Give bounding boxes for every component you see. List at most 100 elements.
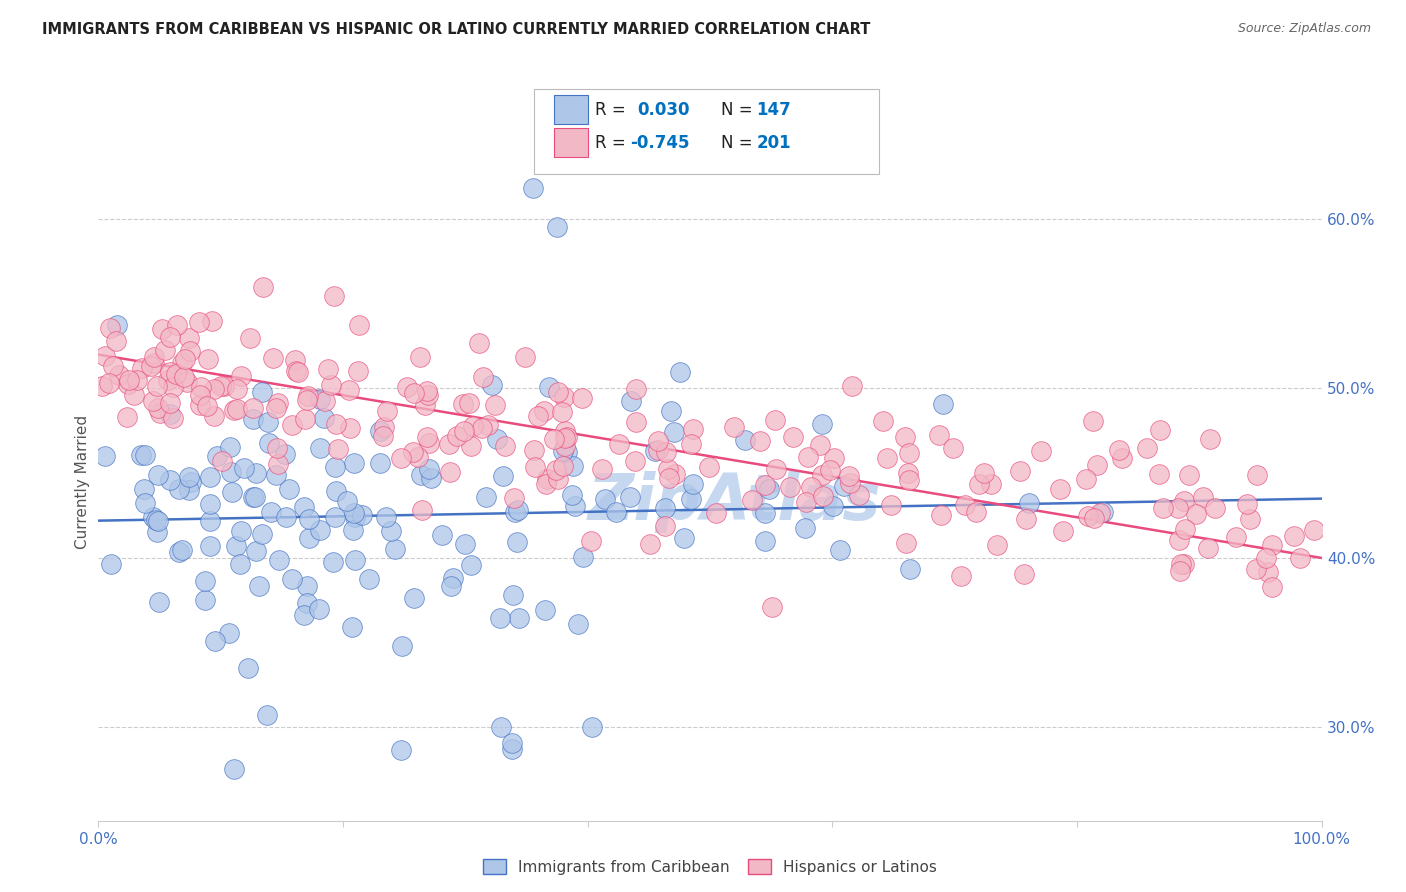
Point (813, 489, 835, 503)
Point (323, 460, 346, 475)
Point (669, 365, 692, 379)
Point (1204, 501, 1226, 516)
Point (848, 488, 870, 502)
Point (98, 376, 121, 390)
Point (146, 524, 169, 539)
Point (1018, 496, 1040, 510)
Point (446, 429, 468, 443)
Point (1085, 458, 1108, 473)
Point (308, 602, 330, 616)
Point (553, 390, 575, 404)
Point (159, 473, 181, 487)
Point (551, 444, 574, 458)
Point (380, 524, 402, 538)
Point (172, 543, 194, 558)
Point (202, 382, 225, 396)
Point (373, 428, 395, 442)
Point (973, 466, 995, 480)
Point (554, 440, 576, 454)
Point (94, 349, 117, 363)
Point (515, 350, 537, 364)
Point (534, 603, 557, 617)
Point (537, 380, 560, 394)
Point (98, 321, 121, 335)
Point (607, 437, 630, 451)
Point (219, 465, 242, 479)
Point (266, 441, 288, 455)
Point (546, 220, 568, 235)
Point (174, 351, 197, 366)
Point (536, 472, 558, 486)
Point (554, 424, 576, 438)
Point (325, 417, 347, 431)
Point (697, 460, 720, 475)
Point (1282, 529, 1305, 543)
Point (100, 557, 122, 571)
Text: N =: N = (721, 134, 758, 152)
Text: 201: 201 (756, 134, 792, 152)
Point (281, 418, 304, 433)
Point (547, 472, 569, 486)
Point (551, 458, 574, 473)
Y-axis label: Currently Married: Currently Married (75, 415, 90, 549)
Point (195, 399, 218, 413)
Point (411, 468, 433, 483)
Point (226, 401, 249, 416)
Point (322, 555, 344, 569)
Point (415, 398, 437, 412)
Point (506, 535, 529, 549)
Point (202, 409, 225, 424)
Point (1031, 444, 1053, 458)
Text: 0.030: 0.030 (637, 101, 689, 119)
Point (654, 519, 676, 533)
Point (357, 572, 380, 586)
Point (194, 592, 217, 607)
Point (965, 505, 987, 519)
Point (554, 431, 576, 445)
Point (297, 389, 319, 403)
Point (811, 417, 834, 432)
Point (105, 334, 128, 349)
Point (928, 428, 950, 442)
Point (257, 415, 280, 429)
Text: R =: R = (595, 101, 636, 119)
Point (245, 466, 267, 480)
Point (486, 432, 509, 446)
Point (838, 469, 860, 483)
Point (190, 380, 212, 394)
Point (148, 401, 170, 415)
Point (489, 721, 512, 735)
Point (118, 373, 141, 387)
Point (453, 425, 475, 439)
Point (122, 387, 145, 401)
Point (605, 505, 627, 519)
Point (763, 413, 786, 427)
Point (347, 364, 370, 378)
Point (527, 409, 550, 423)
Point (555, 430, 578, 444)
Point (218, 626, 240, 640)
Point (274, 509, 297, 524)
Point (659, 403, 682, 417)
Point (782, 429, 804, 443)
Point (734, 433, 756, 447)
Point (638, 537, 661, 551)
Point (502, 588, 524, 602)
Point (179, 469, 201, 483)
Point (897, 473, 920, 487)
Point (406, 450, 429, 464)
Point (225, 382, 247, 396)
Point (156, 373, 179, 387)
Point (1225, 530, 1247, 544)
Point (1257, 566, 1279, 580)
Point (146, 379, 169, 393)
Point (571, 549, 593, 564)
Point (352, 508, 374, 522)
Point (292, 500, 315, 514)
Point (260, 505, 283, 519)
Point (162, 379, 184, 393)
Point (808, 438, 831, 452)
Point (1197, 541, 1219, 555)
Point (287, 365, 309, 379)
Point (524, 459, 547, 474)
